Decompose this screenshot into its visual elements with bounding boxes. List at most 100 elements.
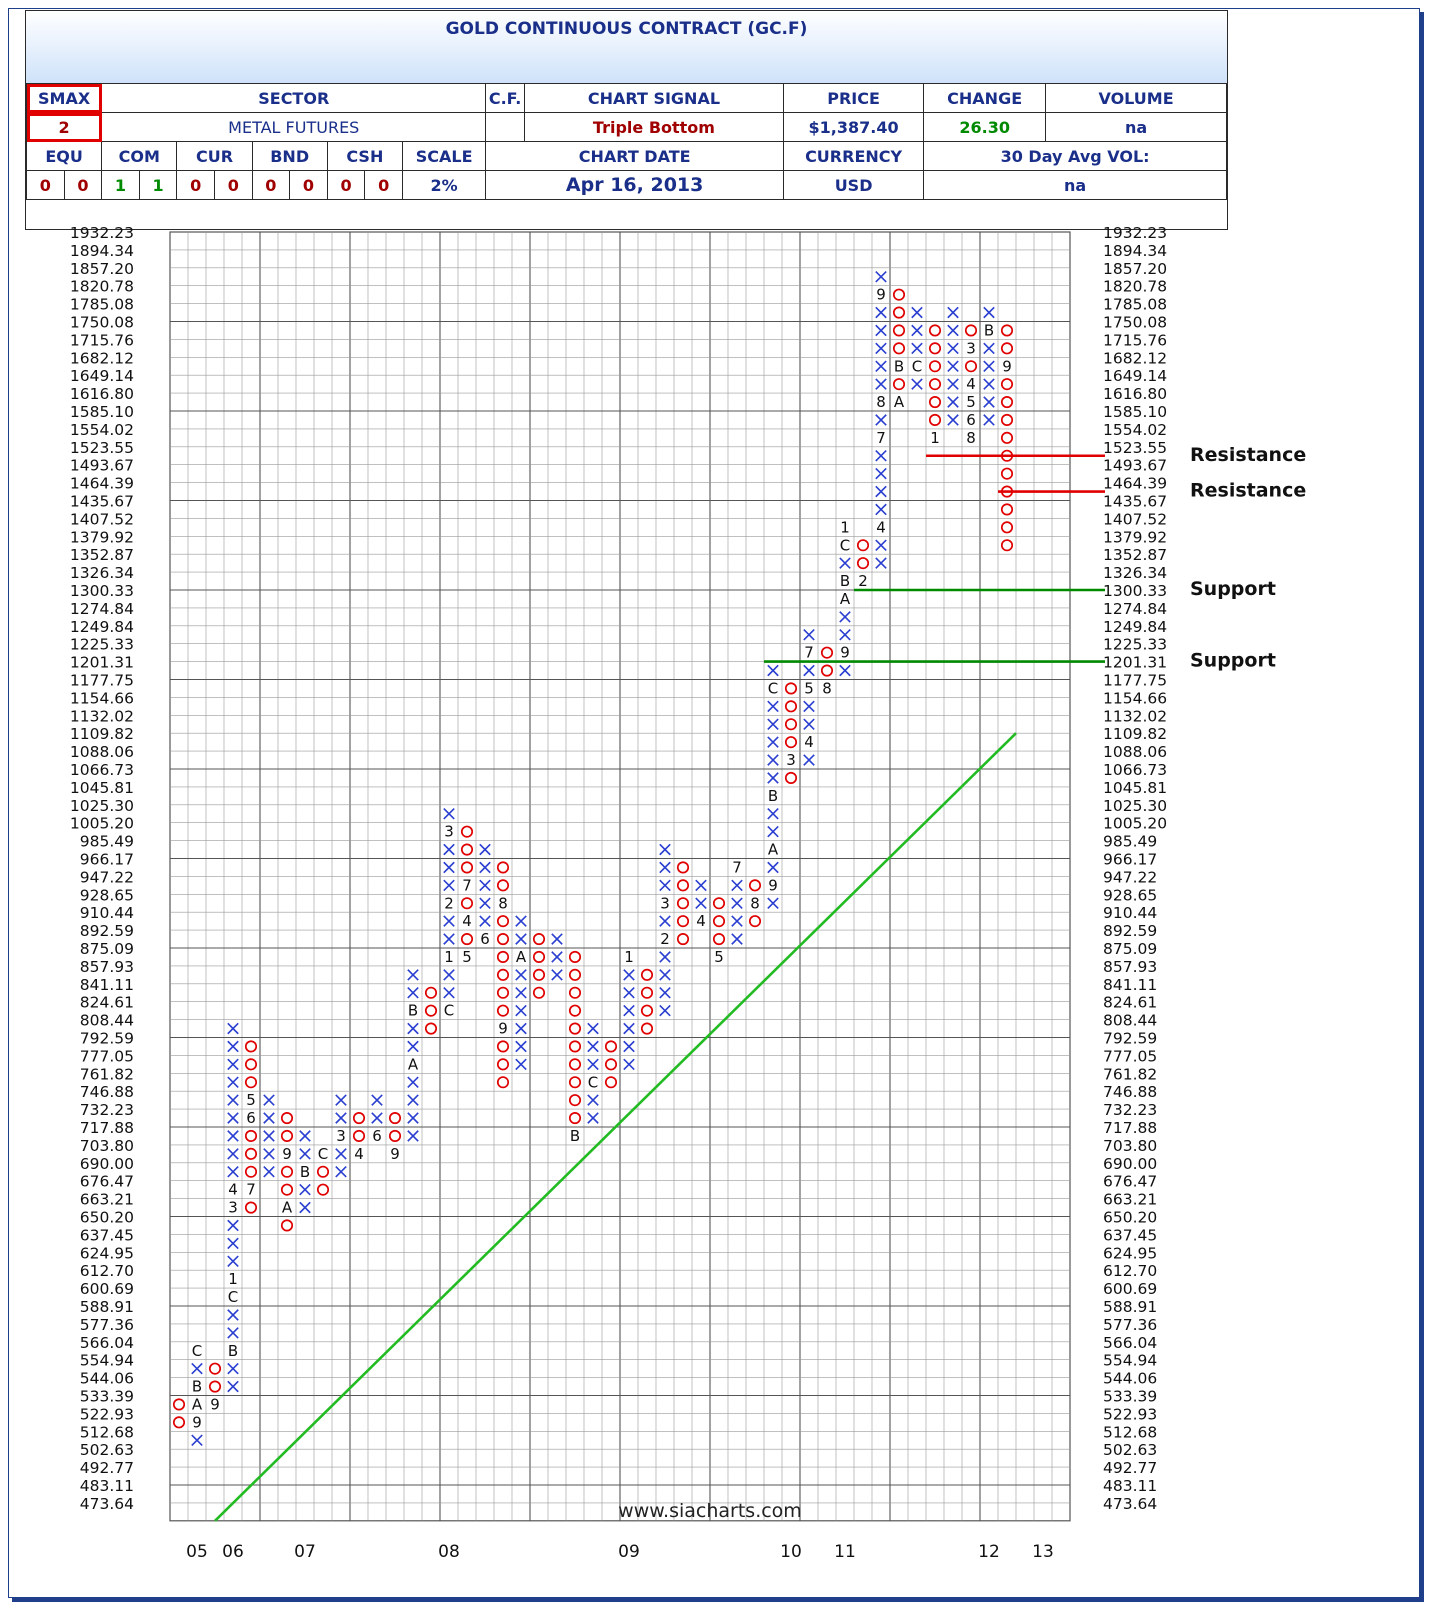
- y-tick-label-left: 792.59: [80, 1029, 134, 1047]
- currency-value: USD: [782, 170, 925, 200]
- y-tick-label-left: 1857.20: [70, 260, 134, 278]
- y-tick-label-right: 473.64: [1103, 1495, 1157, 1513]
- pf-month-mark: C: [768, 679, 778, 697]
- pf-x-stroke: [515, 915, 527, 927]
- pf-x-stroke: [983, 414, 995, 426]
- y-tick-label-right: 910.44: [1103, 904, 1157, 922]
- y-tick-label-right: 492.77: [1103, 1459, 1157, 1477]
- y-tick-label-right: 1715.76: [1103, 331, 1167, 349]
- y-tick-label-left: 966.17: [80, 850, 134, 868]
- pf-x-mark: [803, 628, 815, 641]
- pf-x-mark: [695, 879, 707, 892]
- pf-x-mark: [947, 306, 959, 319]
- pf-x-stroke: [407, 1022, 419, 1035]
- pf-x-stroke: [767, 807, 779, 820]
- pf-x-stroke: [731, 879, 743, 892]
- y-tick-label-left: 473.64: [80, 1495, 134, 1513]
- trendline: [214, 732, 1017, 1522]
- pf-x-mark: [767, 897, 779, 910]
- pf-o-mark: [496, 1058, 510, 1071]
- y-tick-label-left: 1820.78: [70, 278, 134, 296]
- y-tick-label-left: 1585.10: [70, 403, 134, 421]
- sector-value: METAL FUTURES: [101, 112, 487, 142]
- pf-o-mark: [532, 950, 546, 963]
- bnd-value-2: 0: [289, 170, 328, 200]
- pf-o-mark: [532, 968, 546, 981]
- x-tick-label: 12: [978, 1542, 1000, 1562]
- pf-month-mark: 8: [750, 894, 760, 912]
- volume-label: VOLUME: [1045, 83, 1227, 113]
- pf-x-mark: [731, 933, 743, 945]
- pf-o-mark: [568, 1058, 582, 1071]
- chart-grid: [169, 231, 1071, 1522]
- y-tick-label-right: 502.63: [1103, 1441, 1157, 1459]
- pf-x-mark: [983, 306, 995, 319]
- pf-o-mark: [892, 324, 906, 337]
- y-tick-label-right: 892.59: [1103, 922, 1157, 940]
- pf-x-mark: [767, 736, 779, 748]
- y-tick-label-right: 1649.14: [1103, 367, 1167, 385]
- pf-x-mark: [947, 342, 959, 355]
- y-tick-label-left: 1715.76: [70, 331, 134, 349]
- pf-x-mark: [767, 700, 779, 713]
- annotations: Resistance Resistance Support Support: [764, 444, 1306, 672]
- y-tick-label-right: 533.39: [1103, 1387, 1157, 1405]
- pf-x-stroke: [839, 611, 851, 623]
- pf-month-mark: 3: [786, 751, 796, 769]
- pf-x-stroke: [947, 324, 959, 337]
- y-tick-label-left: 1352.87: [70, 546, 134, 564]
- pf-x-mark: [623, 1004, 635, 1017]
- y-tick-label-left: 624.95: [80, 1244, 134, 1262]
- pf-o-mark: [784, 700, 798, 713]
- pf-x-stroke: [659, 843, 671, 856]
- pf-x-stroke: [767, 754, 779, 766]
- y-tick-label-right: 1154.66: [1103, 689, 1167, 707]
- pf-o-mark: [568, 1112, 582, 1125]
- y-tick-label-right: 746.88: [1103, 1083, 1157, 1101]
- y-tick-label-right: 1177.75: [1103, 671, 1167, 689]
- pf-month-mark: 4: [966, 375, 976, 393]
- pf-o-mark: [496, 879, 510, 892]
- y-tick-label-right: 1088.06: [1103, 743, 1167, 761]
- y-tick-label-right: 1225.33: [1103, 636, 1167, 654]
- pf-o-mark: [424, 1022, 438, 1035]
- pf-x-mark: [839, 557, 851, 569]
- pf-o-mark: [784, 718, 798, 731]
- pf-o-mark: [244, 1040, 258, 1053]
- pf-x-stroke: [515, 933, 527, 945]
- y-tick-label-right: 1407.52: [1103, 510, 1167, 528]
- y-tick-label-right: 1932.23: [1103, 224, 1167, 242]
- pf-o-mark: [460, 932, 474, 946]
- y-tick-label-right: 1435.67: [1103, 492, 1167, 510]
- pf-month-mark: 1: [624, 948, 634, 966]
- pf-x-stroke: [875, 539, 887, 552]
- pf-x-stroke: [659, 986, 671, 999]
- pf-x-stroke: [947, 414, 959, 426]
- pf-month-mark: A: [768, 841, 779, 859]
- pf-x-stroke: [695, 879, 707, 892]
- pf-o-mark: [640, 1022, 654, 1035]
- y-tick-label-left: 1225.33: [70, 636, 134, 654]
- pf-x-mark: [479, 915, 491, 927]
- pf-x-stroke: [479, 879, 491, 892]
- pf-o-mark: [568, 968, 582, 981]
- y-tick-label-left: 637.45: [80, 1226, 134, 1244]
- pf-x-stroke: [227, 1309, 239, 1321]
- y-tick-label-right: 600.69: [1103, 1280, 1157, 1298]
- pf-x-stroke: [263, 1148, 275, 1160]
- pf-x-stroke: [659, 861, 671, 874]
- volume-value: na: [1045, 112, 1227, 142]
- pf-o-mark: [1000, 539, 1014, 552]
- pf-o-mark: [568, 1040, 582, 1053]
- pf-x-stroke: [803, 700, 815, 713]
- y-tick-label-left: 533.39: [80, 1387, 134, 1405]
- pf-x-mark: [263, 1112, 275, 1124]
- y-tick-label-left: 1274.84: [70, 600, 134, 618]
- pf-month-mark: C: [228, 1288, 238, 1306]
- pf-x-stroke: [767, 861, 779, 874]
- pf-x-mark: [587, 1022, 599, 1035]
- pf-o-mark: [316, 1165, 330, 1178]
- pf-x-stroke: [407, 1112, 419, 1124]
- pf-x-stroke: [911, 342, 923, 355]
- pf-x-mark: [659, 986, 671, 999]
